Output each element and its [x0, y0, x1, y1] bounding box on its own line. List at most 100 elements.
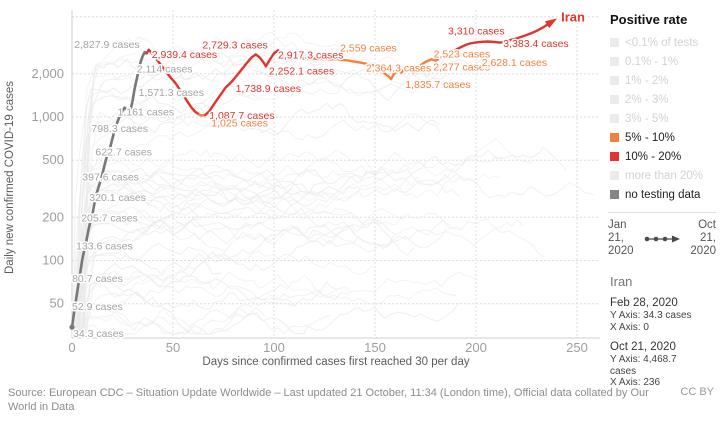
case-label: 52.9 cases: [72, 301, 123, 313]
legend-item-10-20-[interactable]: 10% - 20%: [608, 147, 716, 166]
case-label: 1,161 cases: [118, 107, 175, 119]
case-label: 1,738.9 cases: [236, 83, 301, 95]
iran-line[interactable]: [69, 18, 558, 330]
tooltip-x-line: X Axis: 236: [610, 377, 661, 388]
case-label: 1,025 cases: [211, 118, 268, 130]
chart-footer: Source: European CDC – Situation Update …: [8, 386, 714, 414]
timeline-end-date[interactable]: Oct 21, 2020: [690, 219, 716, 257]
legend-item-5-10-[interactable]: 5% - 10%: [608, 128, 716, 147]
tooltip-y-line: Y Axis: 4,468.7 cases: [610, 354, 677, 377]
svg-text:200: 200: [465, 340, 487, 355]
line-start-dot: [69, 324, 75, 330]
tooltip-date: Oct 21, 2020: [610, 341, 676, 353]
legend-items: <0.1% of tests 0.1% - 1% 1% - 2% 2% - 3% 3% …: [608, 33, 716, 204]
iran-line-segment[interactable]: [70, 50, 148, 329]
svg-text:200: 200: [42, 209, 64, 224]
legend-item-label: more than 20%: [625, 169, 703, 182]
side-panel: Positive rate <0.1% of tests 0.1% - 1% 1% …: [608, 0, 716, 397]
svg-text:0: 0: [68, 340, 75, 355]
svg-text:100: 100: [42, 253, 64, 268]
legend-item-more-than-20-[interactable]: more than 20%: [608, 166, 716, 185]
timeline-dot: [653, 236, 659, 241]
background-country-lines: [71, 31, 594, 337]
tooltip-entry: Feb 28, 2020 Y Axis: 34.3 cases X Axis: 0: [610, 297, 716, 333]
legend-swatch-icon: [610, 133, 619, 142]
legend-item-label: no testing data: [625, 188, 701, 201]
timeline-start-date[interactable]: Jan 21, 2020: [608, 219, 634, 257]
case-label: 2,827.9 cases: [74, 39, 139, 51]
timeline-dot: [662, 236, 668, 241]
case-label: 3,310 cases: [448, 25, 505, 37]
svg-text:500: 500: [42, 152, 64, 167]
timeline-play-arrow-icon[interactable]: [672, 235, 680, 242]
svg-text:50: 50: [50, 296, 64, 311]
legend-swatch-icon: [610, 95, 619, 104]
iran-line-segment[interactable]: [198, 113, 207, 117]
y-axis-title: Daily new confirmed COVID-19 cases: [4, 80, 16, 274]
tooltip-y-line: Y Axis: 34.3 cases: [610, 310, 692, 321]
legend-item-0-1-1-[interactable]: 0.1% - 1%: [608, 52, 716, 71]
case-label: 2,523 cases: [434, 48, 491, 60]
timeline-handle-start[interactable]: [644, 236, 650, 241]
legend-swatch-icon: [610, 152, 619, 161]
case-label: 2,939.4 cases: [152, 49, 217, 61]
iran-line-segment[interactable]: [145, 48, 201, 116]
case-label: 133.6 cases: [76, 240, 133, 252]
case-label: 320.1 cases: [89, 192, 146, 204]
legend-item-3-5-[interactable]: 3% - 5%: [608, 109, 716, 128]
tooltip-entries: Feb 28, 2020 Y Axis: 34.3 cases X Axis: 0 O…: [610, 297, 716, 389]
legend-item-label: 3% - 5%: [625, 112, 669, 125]
legend-item-label: 1% - 2%: [625, 74, 669, 87]
license-link[interactable]: CC BY: [680, 386, 714, 398]
case-label: 798.3 cases: [91, 123, 148, 135]
case-label: 2,559 cases: [340, 42, 397, 54]
legend-swatch-icon: [610, 190, 619, 199]
legend-swatch-icon: [610, 76, 619, 85]
iran-series-label: Iran: [561, 9, 585, 24]
legend-item-label: 0.1% - 1%: [625, 55, 679, 68]
legend-title: Positive rate: [610, 12, 688, 27]
legend-item-2-3-[interactable]: 2% - 3%: [608, 90, 716, 109]
legend-item-label: 10% - 20%: [625, 150, 682, 163]
svg-text:250: 250: [566, 340, 588, 355]
iran-line-segment[interactable]: [204, 49, 286, 117]
case-label: 2,277 cases: [433, 62, 490, 74]
legend-item-label: 2% - 3%: [625, 93, 669, 106]
tooltip-entry: Oct 21, 2020 Y Axis: 4,468.7 cases X Axis:…: [610, 341, 716, 389]
legend-swatch-icon: [610, 57, 619, 66]
case-label: 397.6 cases: [82, 172, 139, 184]
case-label: 2,114 cases: [137, 63, 193, 75]
case-label: 1,571.3 cases: [139, 87, 204, 99]
svg-text:2,000: 2,000: [31, 66, 64, 81]
case-label: 1,835.7 cases: [405, 79, 470, 91]
panel-divider: [608, 212, 716, 213]
legend-item-label: 5% - 10%: [625, 131, 675, 144]
iran-line-segment[interactable]: [444, 22, 550, 58]
case-label: 622.7 cases: [95, 147, 152, 159]
positive-rate-legend: Positive rate <0.1% of tests 0.1% - 1% 1% …: [608, 0, 716, 204]
legend-swatch-icon: [610, 114, 619, 123]
timeline-control[interactable]: Jan 21, 2020 Oct 21, 2020: [608, 219, 716, 258]
case-label: 2,364.3 cases: [366, 62, 431, 74]
timeline-slider[interactable]: [643, 234, 681, 244]
case-label: 34.3 cases: [73, 328, 124, 340]
source-note: Source: European CDC – Situation Update …: [8, 387, 649, 413]
tooltip-x-line: X Axis: 0: [610, 321, 649, 333]
case-label: 80.7 cases: [72, 273, 123, 285]
tooltip-date: Feb 28, 2020: [610, 297, 678, 309]
case-label: 2,729.3 cases: [202, 39, 267, 51]
line-end-arrow-icon: [544, 18, 558, 29]
case-label: 2,917.3 cases: [278, 49, 343, 61]
legend-item-1-2-[interactable]: 1% - 2%: [608, 71, 716, 90]
legend-swatch-icon: [610, 171, 619, 180]
legend-swatch-icon: [610, 38, 619, 47]
svg-text:100: 100: [263, 340, 285, 355]
case-label: 3,383.4 cases: [503, 38, 568, 50]
iran-line-segment[interactable]: [282, 55, 447, 81]
legend-item--0-1-of-tests[interactable]: <0.1% of tests: [608, 33, 716, 52]
legend-item-no-testing-data[interactable]: no testing data: [608, 185, 716, 204]
svg-text:50: 50: [166, 340, 180, 355]
case-label: 205.7 cases: [81, 213, 138, 225]
